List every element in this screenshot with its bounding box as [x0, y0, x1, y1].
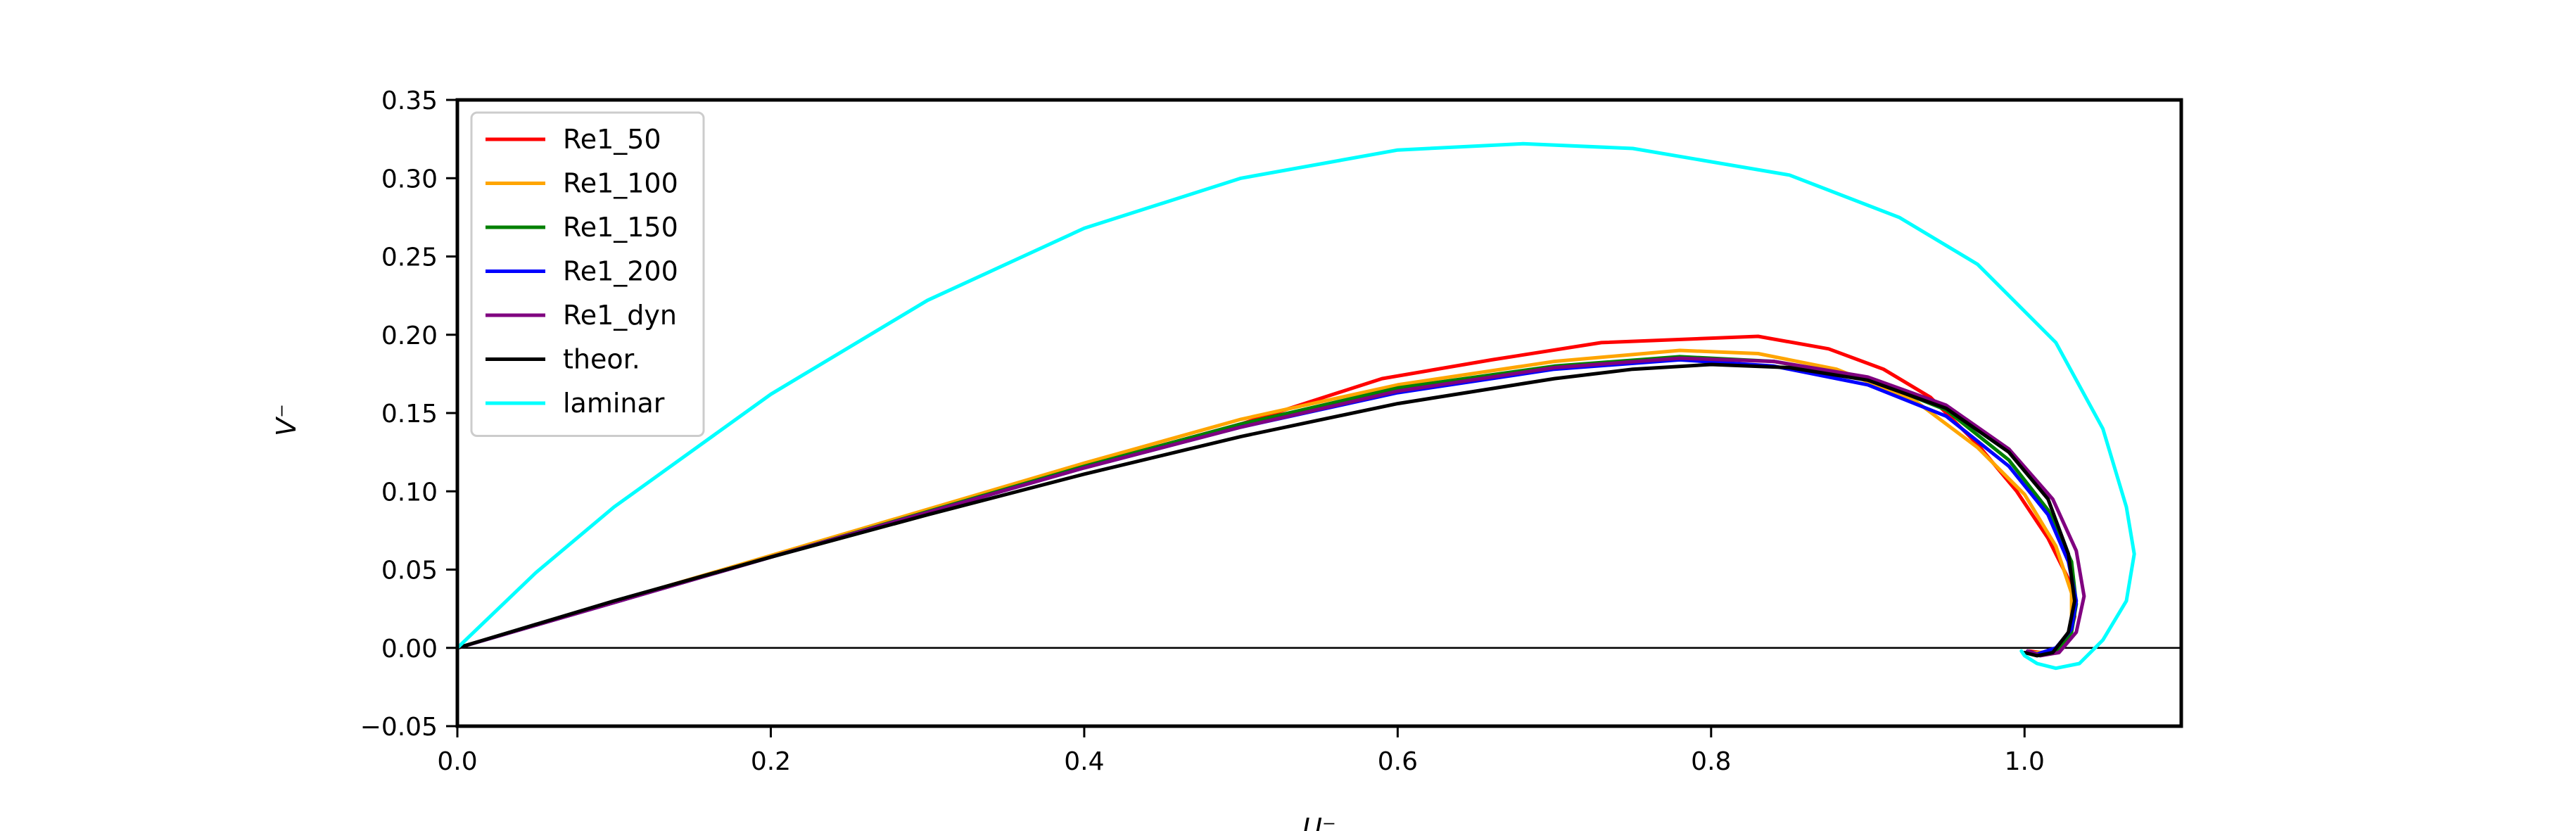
x-tick-label: 0.2 — [751, 747, 791, 776]
legend-entry-label: laminar — [563, 388, 665, 419]
series-line-re1-dyn — [457, 356, 2086, 658]
plot-frame — [455, 98, 2183, 728]
legend-entry-label: theor. — [563, 344, 640, 375]
y-axis-label: V⁻ — [271, 404, 302, 436]
y-tick-label: 0.30 — [381, 165, 438, 194]
y-tick-label: 0.10 — [381, 478, 438, 507]
y-tick-label: 0.35 — [381, 87, 438, 115]
axes: 0.0 0.2 0.4 0.6 0.8 1.0 −0.05 0.00 0.05 0.10 0.15 0… — [360, 87, 2183, 776]
legend-entry-label: Re1_dyn — [563, 300, 677, 331]
legend-entry-label: Re1_200 — [563, 256, 678, 287]
x-axis-label: U⁻ — [1302, 813, 1336, 831]
x-tick-label: 1.0 — [2005, 747, 2045, 776]
y-tick-label: 0.15 — [381, 400, 438, 429]
x-tick-label: 0.8 — [1691, 747, 1731, 776]
legend: Re1_50 Re1_100 Re1_150 Re1_200 Re1_dyn theor.… — [470, 111, 705, 437]
plot-area — [457, 141, 2181, 671]
legend-entry-label: Re1_50 — [563, 124, 661, 155]
y-tick-label: 0.20 — [381, 322, 438, 350]
series-line-laminar — [457, 141, 2136, 671]
x-tick-label: 0.4 — [1064, 747, 1104, 776]
y-tick-label: 0.25 — [381, 243, 438, 272]
y-tick-label: 0.00 — [381, 635, 438, 664]
series-line-theor- — [457, 362, 2076, 658]
y-tick-label: −0.05 — [360, 713, 438, 742]
legend-entry-label: Re1_150 — [563, 212, 678, 243]
legend-box — [470, 111, 705, 437]
x-tick-label: 0.6 — [1378, 747, 1418, 776]
series-group — [457, 141, 2136, 671]
x-tick-label: 0.0 — [437, 747, 477, 776]
legend-entry-label: Re1_100 — [563, 168, 678, 199]
y-tick-label: 0.05 — [381, 557, 438, 585]
